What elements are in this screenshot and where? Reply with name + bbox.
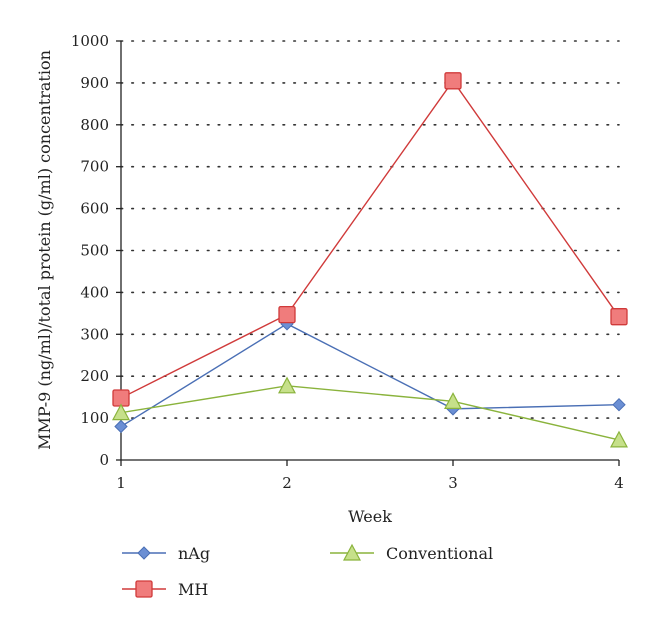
legend-label: MH <box>178 580 208 599</box>
y-tick-label: 1000 <box>71 32 109 50</box>
legend-marker <box>135 580 153 598</box>
y-tick-label: 200 <box>80 367 109 385</box>
x-tick-label: 1 <box>116 474 126 492</box>
legend-marker <box>343 543 361 561</box>
y-axis-label: MMP-9 (ng/ml)/total protein (g/ml) conce… <box>35 50 54 450</box>
legend-item-nag: nAg <box>122 544 210 563</box>
series-line-conventional <box>120 385 620 441</box>
y-tick-label: 400 <box>80 283 109 301</box>
legend: nAg MH Conventional <box>122 543 493 599</box>
data-point-conventional <box>444 392 462 409</box>
data-point-nag <box>612 397 626 412</box>
series-mh <box>112 72 628 407</box>
series-nag <box>114 317 626 434</box>
y-tick-label: 300 <box>80 325 109 343</box>
series-line-nag <box>120 323 620 428</box>
legend-label: Conventional <box>386 544 493 563</box>
data-point-nag <box>114 419 128 434</box>
x-tick-label: 3 <box>448 474 458 492</box>
data-point-mh <box>278 305 296 324</box>
x-tick-label: 4 <box>614 474 624 492</box>
y-axis: 0 100 200 300 400 500 600 700 800 900 1000 <box>71 32 122 469</box>
y-tick-label: 100 <box>80 409 109 427</box>
data-point-conventional <box>278 376 296 394</box>
legend-item-mh: MH <box>122 580 208 599</box>
x-tick-label: 2 <box>282 474 292 492</box>
data-point-mh <box>444 72 462 90</box>
y-tick-label: 800 <box>80 116 109 134</box>
x-axis-label: Week <box>348 507 392 526</box>
series-conventional <box>112 376 628 448</box>
legend-label: nAg <box>178 544 210 563</box>
x-axis: 1 2 3 4 <box>116 459 624 492</box>
y-tick-label: 900 <box>80 74 109 92</box>
y-tick-label: 500 <box>80 242 109 260</box>
series-line-mh <box>120 79 620 399</box>
legend-marker <box>137 546 151 560</box>
series-group <box>112 72 628 448</box>
y-tick-label: 0 <box>99 451 109 469</box>
y-tick-label: 700 <box>80 158 109 176</box>
data-point-mh <box>610 308 628 326</box>
data-point-conventional <box>112 403 130 421</box>
gridlines <box>120 40 620 419</box>
y-tick-label: 600 <box>80 200 109 218</box>
legend-item-conventional: Conventional <box>330 543 493 563</box>
data-point-conventional <box>610 430 628 448</box>
